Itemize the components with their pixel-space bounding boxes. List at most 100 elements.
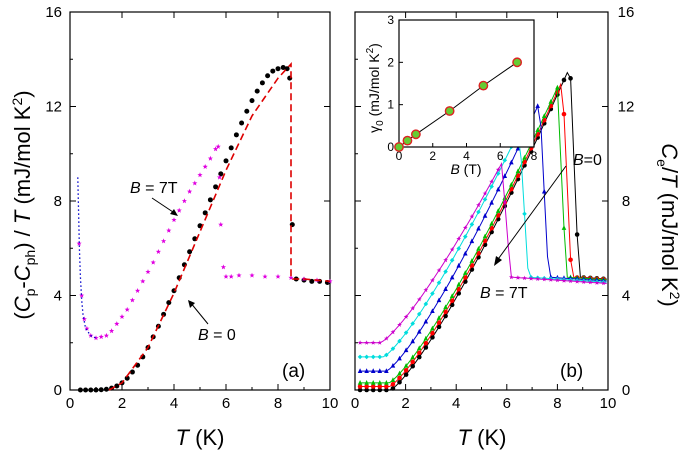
panel-a-series-1-point (262, 273, 268, 279)
annotation-b0-a: B = 0 (198, 327, 236, 344)
panel-b-series-4-point (469, 222, 475, 227)
panel-a-xtick-label: 8 (274, 395, 282, 412)
panel-b-series-2-point (482, 233, 488, 239)
panel-b-series-5-point (541, 276, 547, 282)
panel-b-series-1-point (416, 350, 422, 356)
panel-b-series-5-point (357, 340, 363, 345)
panel-a-series-0-point (244, 108, 250, 114)
panel-b-series-5-point (555, 277, 560, 283)
panel-b-series-4-point (443, 269, 448, 274)
panel-a-series-1-point (288, 275, 294, 280)
inset-ytick-label: 0 (387, 140, 394, 154)
inset-point (402, 135, 413, 146)
panel-a-series-0-point (265, 73, 271, 79)
panel-b-series-1-point (410, 359, 415, 365)
panel-a-series-1-point (213, 146, 219, 152)
panel-b-series-5-point (561, 278, 567, 283)
panel-b-series-5-point (430, 277, 435, 283)
panel-a-ytick-label: 4 (54, 288, 62, 305)
panel-b-ytick-label: 8 (622, 193, 630, 210)
panel-a-series-1-point (161, 238, 167, 244)
panel-a-xlabel: T (K) (176, 425, 225, 450)
panel-b-series-5-point (528, 276, 534, 281)
panel-b-series-3-point (416, 328, 422, 334)
panel-a-ylabel: (Cp-Cph) / T (mJ/mol K2) (9, 90, 38, 319)
panel-a-series-0-point (239, 120, 245, 126)
panel-b-series-4-point (502, 157, 508, 163)
panel-b-series-0-point (436, 324, 442, 330)
panel-a-series-1-point (119, 314, 125, 319)
panel-b-series-3-point (469, 238, 475, 244)
panel-a-series-1-point (171, 217, 177, 223)
panel-b-ytick-label: 0 (622, 382, 630, 399)
panel-b-ytick-label: 16 (618, 4, 635, 21)
panel-b-series-5-point (495, 167, 501, 172)
panel-b-series-3-point (384, 368, 389, 373)
panel-a-label: (a) (282, 361, 305, 382)
panel-a-series-0-point (280, 65, 286, 71)
arrow-b7t-a (151, 197, 177, 215)
panel-b-series-5-point (449, 247, 455, 252)
panel-b-series-3-point (436, 297, 442, 303)
panel-b-series-5-point (469, 214, 475, 219)
panel-b-series-5-point (535, 276, 541, 281)
panel-b-series-2-point (522, 154, 527, 160)
panel-a-series-3-line (77, 177, 97, 339)
panel-b-series-1-point (489, 225, 494, 231)
panel-b-series-5-point (416, 296, 422, 302)
panel-b-series-3-point (410, 338, 415, 344)
panel-b-series-2-point (535, 127, 540, 133)
panel-b-series-5-point (423, 287, 429, 293)
panel-b-ytick-label: 12 (618, 99, 635, 116)
panel-b-series-5-point (390, 329, 396, 335)
panel-a-series-1-point (145, 269, 151, 275)
panel-b-series-5-point (370, 340, 376, 345)
inset-ylabel: γ0 (mJ/mol K2) (365, 43, 386, 133)
panel-a-series-0-point (83, 387, 89, 393)
panel-b-series-4-point (410, 321, 415, 326)
panel-a-series-0-point (98, 387, 104, 393)
panel-b-series-1-point (370, 384, 376, 389)
panel-a-series-0-point (202, 210, 208, 216)
panel-a-series-1-point (218, 221, 224, 227)
panel-b-series-2-point (443, 304, 448, 310)
panel-b-series-2-point (555, 84, 560, 90)
panel-a-ytick-label: 8 (54, 193, 62, 210)
inset-ytick-label: 1 (387, 98, 394, 112)
panel-a-series-1-point (76, 240, 82, 246)
panel-a-series-1-point (192, 180, 198, 186)
panel-b-series-5-point (522, 275, 527, 281)
panel-b-series-4-point (384, 352, 389, 358)
inset-point (444, 106, 455, 116)
panel-a-series-1-point (150, 259, 156, 265)
panel-b-series-1-point (390, 381, 396, 387)
annotation-b7t-b: B = 7T (480, 285, 528, 302)
inset-frame (398, 19, 535, 148)
panel-a-series-1-point (216, 174, 223, 180)
inset-xtick-label: 0 (396, 149, 403, 163)
panel-b-series-2-point (476, 245, 481, 251)
panel-b-series-5-point (594, 280, 600, 285)
panel-b-series-5-point (489, 179, 494, 184)
inset-plot: 0 2 4 6 8 0 1 2 3 (387, 13, 537, 163)
panel-a-series-0-point (88, 387, 94, 393)
panel-b-xtick-label: 4 (452, 395, 460, 412)
panel-a-series-0-point (77, 387, 83, 393)
arrow-b0-a (189, 301, 209, 325)
panel-b-series-5-point (502, 199, 508, 205)
panel-b-series-4-point (416, 311, 422, 317)
panel-b-series-2-point (548, 99, 554, 104)
panel-a-series-1-point (155, 249, 161, 254)
panel-b-series-0-point (357, 387, 363, 393)
panel-b-series-4-point (456, 246, 462, 251)
panel-b-series-4-point (476, 209, 481, 215)
panel-a-series-1-point (93, 335, 99, 341)
panel-b-series-2-point (377, 380, 383, 385)
panel-b-series-4-point (463, 234, 468, 239)
panel-b-xtick-label: 10 (600, 395, 617, 412)
panel-b-series-5-point (410, 305, 416, 311)
panel-b-series-0-point (403, 372, 409, 377)
panel-b-series-0-point (384, 387, 389, 393)
inset-xtick-label: 8 (531, 149, 538, 163)
